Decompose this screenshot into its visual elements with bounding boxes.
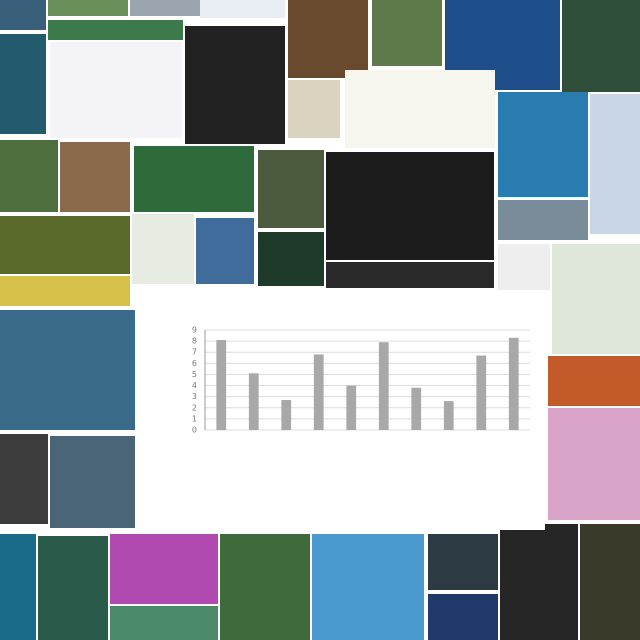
- tile: [0, 0, 46, 30]
- tile: [345, 70, 495, 148]
- tile: [0, 276, 130, 306]
- tile: [498, 92, 588, 197]
- y-tick-label: 5: [192, 370, 197, 379]
- tile: [130, 0, 200, 16]
- tile: [258, 150, 324, 228]
- bar: [443, 401, 454, 430]
- tile: [562, 0, 640, 92]
- y-tick-label: 7: [192, 348, 197, 357]
- bar: [378, 342, 389, 430]
- tile: [312, 534, 424, 640]
- tile: [428, 534, 498, 590]
- tile: [185, 26, 285, 144]
- tile: [580, 524, 640, 640]
- tile: [196, 218, 254, 284]
- tile: [326, 262, 494, 288]
- tile: [134, 146, 254, 212]
- tile: [0, 140, 58, 212]
- tile: [50, 436, 135, 528]
- y-tick-label: 8: [192, 337, 197, 346]
- tile: [48, 20, 183, 40]
- tile: [288, 0, 368, 78]
- tile: [38, 536, 108, 640]
- y-tick-label: 6: [192, 359, 197, 368]
- tile: [498, 200, 588, 240]
- tile: [428, 594, 498, 640]
- bar: [346, 385, 357, 430]
- tile: [590, 94, 640, 234]
- tile: [220, 534, 310, 640]
- tile: [288, 80, 340, 138]
- bar: [281, 400, 292, 430]
- bar: [216, 340, 227, 430]
- tile: [132, 214, 194, 284]
- y-tick-label: 0: [192, 426, 197, 435]
- bar: [508, 337, 519, 430]
- bar: [313, 354, 324, 430]
- y-tick-label: 1: [192, 414, 197, 423]
- tile: [548, 408, 640, 520]
- bar: [411, 387, 422, 430]
- tile: [258, 232, 324, 286]
- tile: [498, 244, 550, 290]
- bar: [476, 355, 487, 430]
- tile: [548, 356, 640, 406]
- bar-chart: 0 1 2 3 4 5 6 7 8 9: [192, 326, 530, 435]
- y-tick-label: 3: [192, 392, 197, 401]
- y-tick-label: 4: [192, 381, 197, 390]
- y-tick-label: 9: [192, 326, 197, 335]
- tile: [0, 34, 46, 134]
- bar: [248, 373, 259, 430]
- tile: [500, 524, 578, 640]
- tile: [50, 42, 182, 138]
- tile: [326, 152, 494, 260]
- tile: [0, 310, 135, 430]
- tile: [110, 606, 218, 640]
- tile: [0, 534, 36, 640]
- tile: [200, 0, 285, 18]
- y-tick-label: 2: [192, 403, 197, 412]
- tile: [372, 0, 442, 66]
- tile: [110, 534, 218, 604]
- tile: [0, 434, 48, 524]
- tile: [0, 216, 130, 274]
- tile: [60, 142, 130, 212]
- tile: [48, 0, 128, 16]
- tile: [552, 244, 640, 354]
